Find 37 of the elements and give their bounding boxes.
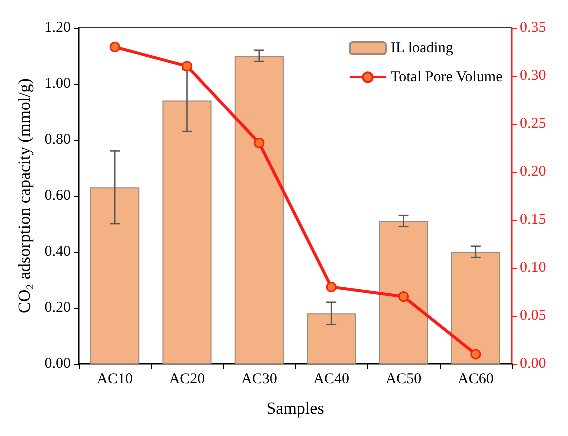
y-tick-label: 0.20 [44, 300, 71, 316]
bar [90, 188, 140, 364]
y-tick-label: 0.00 [44, 356, 71, 372]
x-axis-title: Samples [266, 399, 324, 418]
x-tick-label: AC30 [241, 372, 278, 388]
y2-tick-label: 0.20 [520, 164, 546, 180]
x-tick-label: AC10 [97, 372, 134, 388]
point [110, 42, 120, 52]
legend-label: Total Pore Volume [391, 70, 504, 86]
y2-tick-label: 0.05 [520, 308, 546, 324]
point [470, 349, 482, 360]
y-tick-label: 1.20 [44, 20, 71, 36]
bar [162, 100, 212, 364]
y2-tick-label: 0.15 [520, 212, 546, 228]
point [398, 292, 409, 302]
x-tick-label: AC50 [386, 372, 422, 388]
y2-tick-label: 0.35 [520, 20, 546, 36]
bar [234, 56, 284, 364]
bar [379, 221, 428, 364]
y-tick-label: 0.60 [44, 188, 71, 204]
y-axis-title: CO₂ adsorption capacity (mmol/g) [15, 78, 34, 314]
point [326, 282, 337, 292]
y-tick-label: 1.00 [44, 76, 71, 92]
y2-tick-label: 0.30 [520, 68, 546, 84]
x-tick-label: AC20 [169, 372, 206, 388]
point [182, 61, 192, 72]
bar [451, 252, 500, 364]
x-tick-label: AC60 [458, 372, 494, 388]
point [254, 138, 265, 148]
y2-tick-label: 0.10 [520, 260, 546, 276]
y-tick-label: 0.40 [44, 244, 71, 260]
y-tick-label: 0.80 [44, 132, 71, 148]
legend-label: IL loading [391, 40, 454, 56]
y2-tick-label: 0.00 [520, 356, 546, 372]
y2-tick-label: 0.25 [520, 116, 546, 132]
bar [307, 314, 356, 364]
x-tick-label: AC40 [314, 372, 350, 388]
